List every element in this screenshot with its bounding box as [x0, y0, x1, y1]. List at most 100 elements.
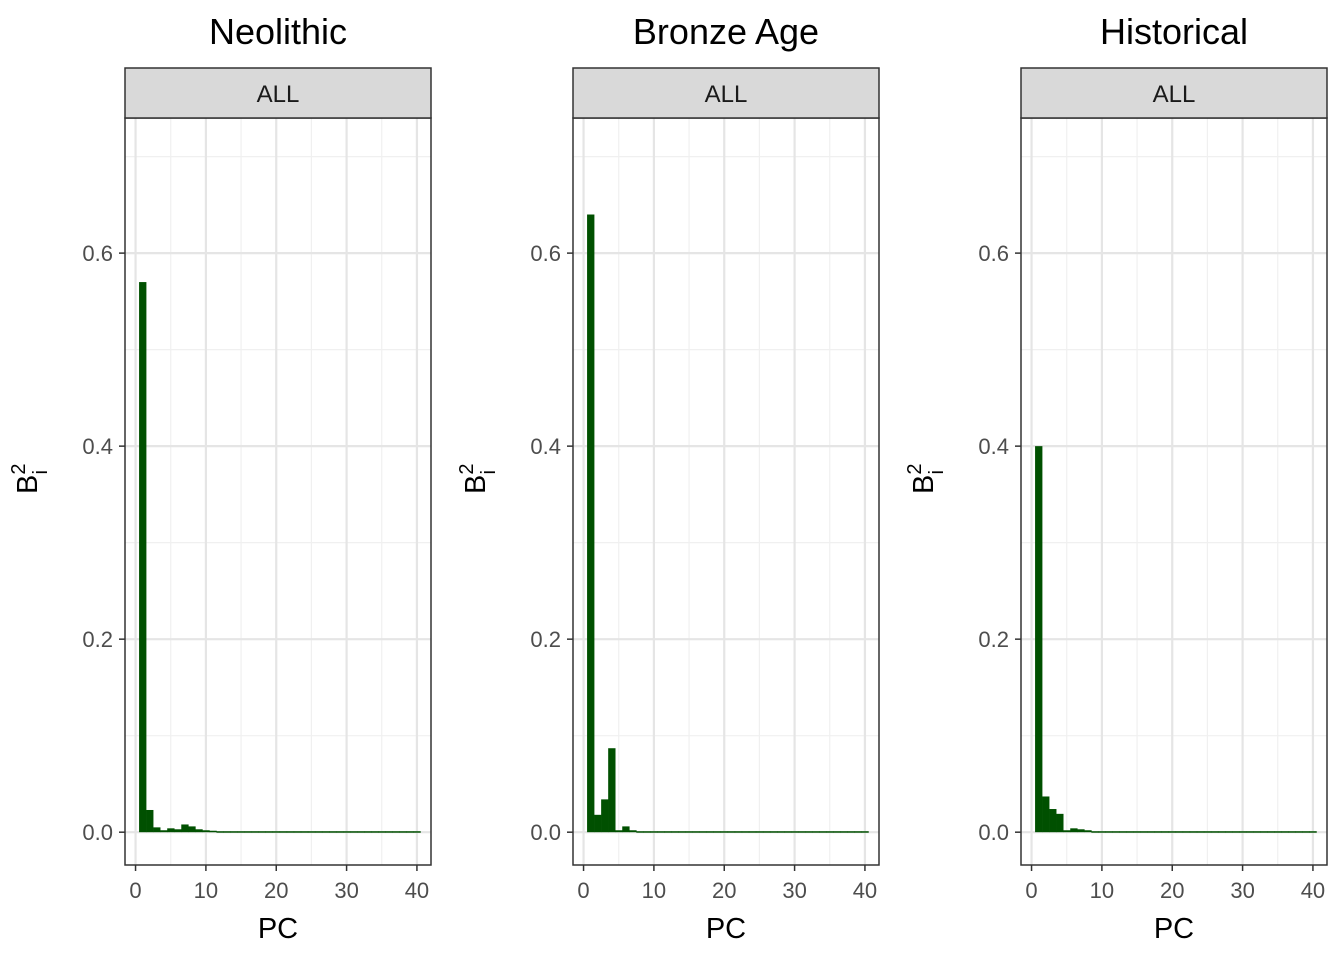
facet-strip — [572, 67, 880, 119]
bar — [279, 831, 288, 833]
bar — [671, 831, 679, 833]
bar — [209, 830, 217, 833]
bar — [1161, 831, 1170, 833]
bar — [762, 831, 771, 833]
bar — [167, 828, 175, 833]
y-axis: 0.0 0.2 0.4 0.6 — [978, 241, 1021, 845]
bar — [636, 831, 644, 833]
x-axis: 0 10 20 30 40 — [577, 865, 877, 903]
bar — [1091, 831, 1099, 833]
bar — [202, 830, 210, 833]
bar — [1309, 831, 1317, 833]
y-tick-label: 0.6 — [530, 241, 561, 266]
bar — [174, 829, 182, 833]
bar — [1042, 796, 1050, 833]
panel-title: Neolithic — [209, 11, 347, 52]
bar — [727, 831, 736, 833]
bar — [399, 831, 407, 833]
bar — [713, 831, 722, 833]
x-tick-label: 20 — [712, 878, 736, 903]
bar — [1133, 831, 1141, 833]
bar — [181, 824, 189, 833]
x-tick-label: 0 — [577, 878, 589, 903]
bar — [300, 831, 309, 833]
bar — [1246, 831, 1254, 833]
plot-background — [125, 118, 431, 865]
x-tick-label: 30 — [334, 878, 358, 903]
bar — [755, 831, 764, 833]
x-tick-label: 20 — [264, 878, 288, 903]
bar — [307, 831, 316, 833]
bar — [678, 831, 686, 833]
y-tick-label: 0.0 — [530, 820, 561, 845]
bar — [357, 831, 365, 833]
bar — [343, 831, 351, 833]
bar — [706, 831, 714, 833]
bar — [1239, 831, 1247, 833]
bar — [685, 831, 693, 833]
x-axis: 0 10 20 30 40 — [129, 865, 429, 903]
bar — [1049, 809, 1057, 833]
bar — [1295, 831, 1303, 833]
bar — [805, 831, 813, 833]
bar — [1147, 831, 1155, 833]
bar — [1232, 831, 1240, 833]
bar — [1196, 831, 1205, 833]
grid — [125, 118, 431, 865]
facet-strip-label: ALL — [705, 81, 748, 108]
bar — [769, 831, 778, 833]
y-tick-label: 0.4 — [82, 434, 113, 459]
bar — [1140, 831, 1148, 833]
bar — [1267, 831, 1275, 833]
x-tick-label: 10 — [1090, 878, 1114, 903]
y-tick-label: 0.0 — [978, 820, 1009, 845]
y-tick-label: 0.2 — [530, 627, 561, 652]
y-tick-label: 0.2 — [978, 627, 1009, 652]
bar — [251, 831, 259, 833]
bar — [657, 831, 665, 833]
bar — [791, 831, 799, 833]
bar — [314, 831, 323, 833]
bar — [629, 830, 637, 833]
bar — [1119, 831, 1127, 833]
x-tick-label: 40 — [405, 878, 429, 903]
bar — [286, 831, 295, 833]
x-tick-label: 30 — [1230, 878, 1254, 903]
bar — [1105, 831, 1113, 833]
panel-1: Neolithic ALL 0.0 0.2 0.4 0.6 0 10 20 30 40 PC B2i — [8, 11, 432, 945]
y-axis-title-subscript: i — [30, 470, 52, 474]
bar — [812, 831, 820, 833]
bar — [293, 831, 302, 833]
y-axis-title-superscript: 2 — [904, 464, 926, 475]
bar — [777, 831, 785, 833]
bar — [406, 831, 414, 833]
bars — [587, 214, 869, 833]
panel-2: Bronze Age ALL 0.0 0.2 0.4 0.6 0 10 20 30 40 PC B2i — [456, 11, 880, 945]
bar — [1112, 831, 1120, 833]
bar — [223, 831, 231, 833]
bar — [1077, 829, 1085, 833]
y-tick-label: 0.4 — [530, 434, 561, 459]
bar — [1056, 813, 1064, 833]
panel-3: Historical ALL 0.0 0.2 0.4 0.6 0 10 20 30 40 PC B2i — [904, 11, 1328, 945]
bar — [734, 831, 743, 833]
bar — [1210, 831, 1219, 833]
x-tick-label: 10 — [642, 878, 666, 903]
x-tick-label: 10 — [194, 878, 218, 903]
bar — [1175, 831, 1184, 833]
x-axis: 0 10 20 30 40 — [1025, 865, 1325, 903]
bar — [1260, 831, 1268, 833]
x-tick-label: 40 — [1301, 878, 1325, 903]
bar — [160, 830, 168, 833]
bar — [784, 831, 792, 833]
bar — [1154, 831, 1162, 833]
bar — [847, 831, 855, 833]
facet-strip — [1020, 67, 1328, 119]
bar — [861, 831, 869, 833]
bar — [587, 214, 595, 833]
bar — [1168, 831, 1177, 833]
facet-strip — [124, 67, 432, 119]
bar — [153, 827, 161, 833]
bar — [1281, 831, 1289, 833]
x-tick-label: 30 — [782, 878, 806, 903]
